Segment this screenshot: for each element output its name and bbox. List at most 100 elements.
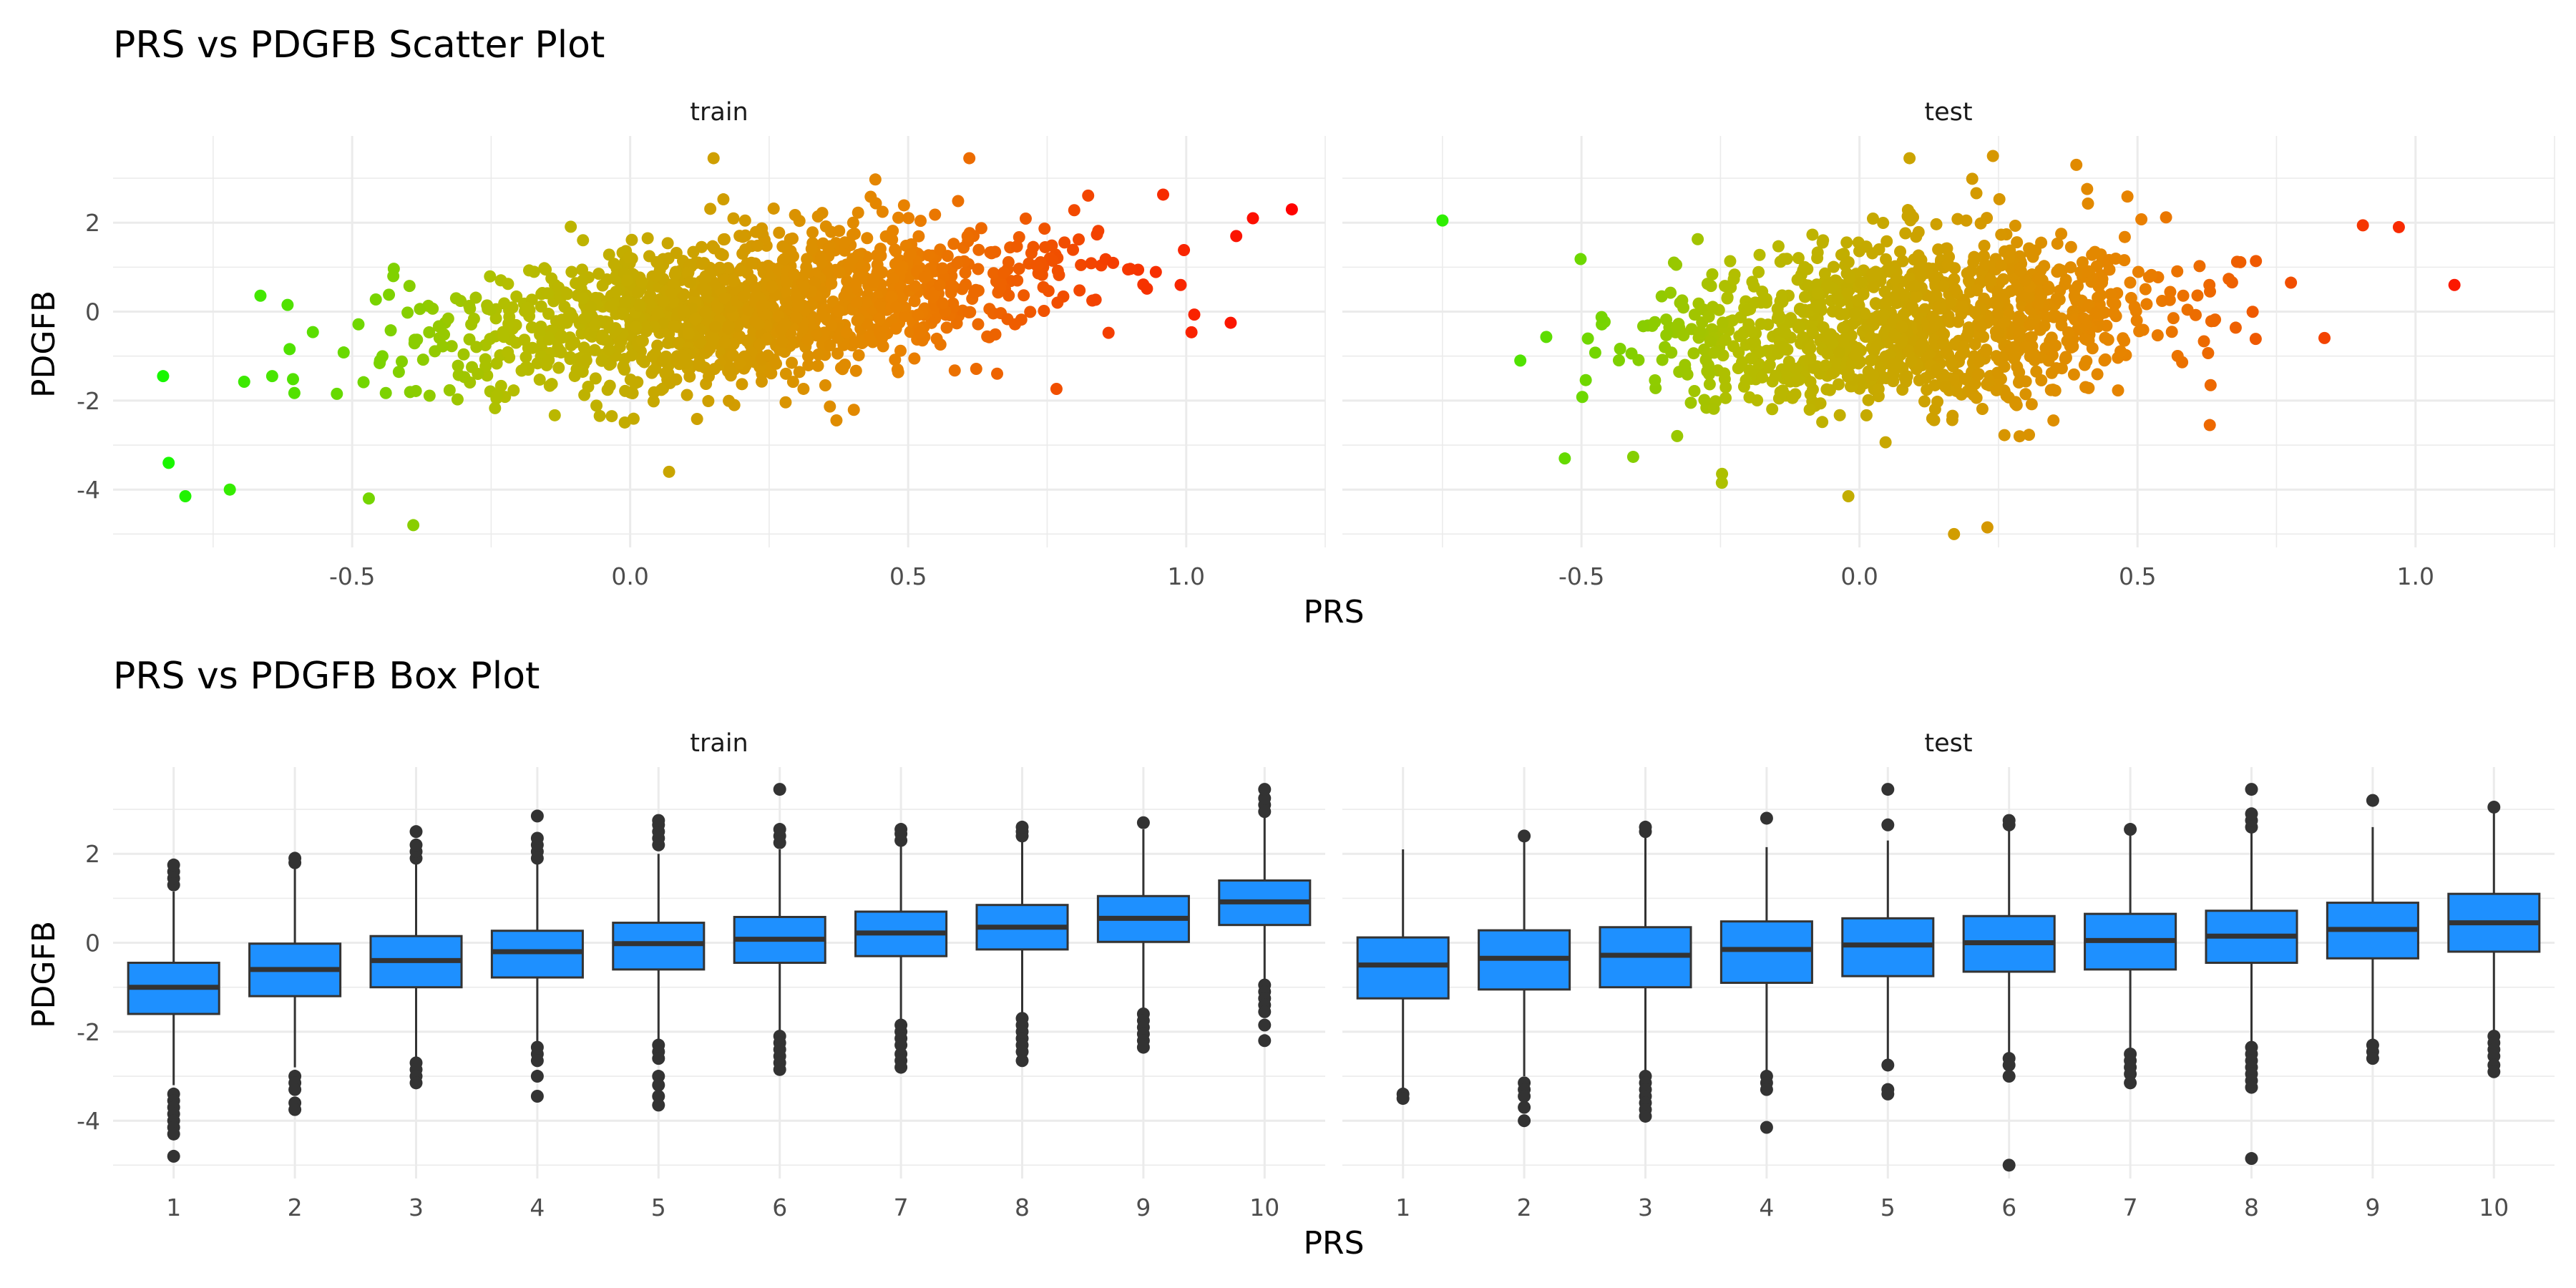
outlier-point — [2245, 783, 2258, 796]
data-point — [2049, 384, 2062, 397]
data-point — [2010, 399, 2023, 411]
data-point — [770, 357, 783, 370]
data-point — [596, 329, 609, 342]
data-point — [1956, 300, 1969, 313]
x-tick-label: 3 — [409, 1194, 424, 1221]
box-1 — [127, 858, 220, 1163]
data-point — [646, 350, 659, 363]
data-point — [2025, 331, 2038, 343]
data-point — [1716, 467, 1729, 480]
data-point — [1841, 287, 1854, 300]
data-point — [162, 457, 175, 469]
data-point — [1024, 306, 1037, 318]
outlier-point — [1760, 1083, 1773, 1096]
x-tick-label: 3 — [1638, 1194, 1653, 1221]
data-point — [1581, 332, 1594, 345]
data-point — [950, 317, 963, 330]
data-point — [1612, 354, 1625, 367]
data-point — [1091, 228, 1103, 241]
data-point — [1717, 316, 1729, 329]
data-point — [1102, 326, 1115, 339]
data-point — [738, 214, 751, 227]
data-point — [396, 355, 409, 368]
data-point — [1968, 338, 1981, 351]
data-point — [1780, 253, 1793, 265]
data-point — [1806, 228, 1819, 241]
box-5 — [1841, 783, 1935, 1101]
data-point — [392, 366, 405, 379]
outlier-point — [773, 823, 786, 836]
data-point — [826, 295, 839, 308]
data-point — [702, 395, 715, 408]
data-point — [2089, 306, 2102, 319]
data-point — [912, 230, 925, 243]
box-y-axis-label: PDGFB — [26, 921, 62, 1028]
data-point — [776, 335, 789, 348]
data-point — [779, 396, 792, 409]
data-point — [1756, 294, 1769, 307]
data-point — [1185, 326, 1198, 338]
data-point — [1878, 308, 1890, 321]
data-point — [1718, 367, 1731, 380]
data-point — [968, 286, 981, 299]
data-point — [1671, 429, 1684, 442]
data-point — [668, 268, 681, 281]
data-point — [1679, 358, 1692, 371]
data-point — [596, 279, 609, 292]
data-point — [2107, 306, 2120, 319]
data-point — [651, 307, 664, 320]
y-tick-label: -4 — [77, 476, 100, 504]
data-point — [369, 293, 382, 306]
data-point — [635, 275, 648, 288]
data-point — [861, 318, 874, 331]
box-8 — [975, 820, 1069, 1068]
data-point — [2356, 219, 2369, 232]
data-point — [604, 301, 617, 313]
scatter-facet-label-test: test — [1924, 98, 1972, 127]
data-point — [859, 296, 872, 309]
data-point — [484, 303, 497, 316]
data-point — [541, 287, 554, 300]
data-point — [1928, 320, 1941, 333]
x-tick-label: 1.0 — [2396, 562, 2434, 590]
outlier-point — [2124, 1076, 2137, 1090]
data-point — [568, 369, 581, 382]
data-point — [1073, 233, 1085, 246]
data-point — [2223, 273, 2235, 286]
data-point — [407, 519, 420, 532]
outlier-point — [652, 1052, 665, 1065]
data-point — [542, 333, 555, 346]
data-point — [1995, 228, 2008, 241]
data-point — [680, 389, 693, 401]
x-tick-label: 8 — [1015, 1194, 1030, 1221]
outlier-point — [530, 809, 544, 823]
data-point — [1665, 346, 1678, 359]
data-point — [849, 278, 862, 291]
x-tick-label: 10 — [1249, 1194, 1279, 1221]
data-point — [1008, 318, 1021, 331]
data-point — [565, 220, 577, 233]
data-point — [718, 292, 731, 305]
data-point — [1939, 381, 1952, 394]
data-point — [936, 262, 949, 275]
data-point — [1981, 378, 1994, 391]
data-point — [2130, 314, 2143, 327]
data-point — [989, 328, 1002, 341]
x-tick-label: 7 — [2123, 1194, 2138, 1221]
data-point — [1866, 247, 1879, 260]
data-point — [1574, 253, 1587, 265]
data-point — [801, 350, 814, 363]
data-point — [665, 288, 678, 301]
data-point — [1149, 265, 1162, 278]
data-point — [179, 490, 192, 503]
data-point — [619, 384, 632, 397]
data-point — [787, 268, 800, 280]
data-point — [494, 379, 507, 392]
data-point — [616, 308, 629, 321]
data-point — [1819, 359, 1832, 372]
data-point — [733, 264, 746, 277]
outlier-point — [894, 1060, 908, 1074]
data-point — [1978, 240, 1991, 253]
data-point — [1901, 370, 1913, 383]
data-point — [409, 333, 421, 346]
